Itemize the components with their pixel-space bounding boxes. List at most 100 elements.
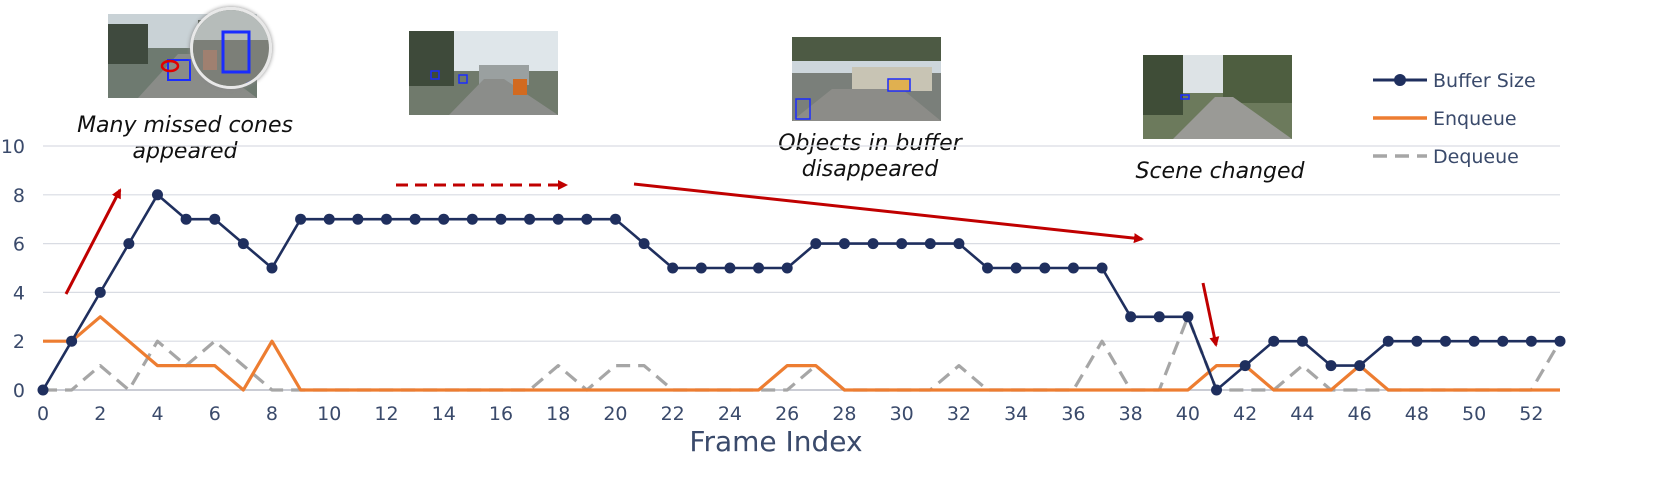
annotation-arrows <box>64 180 1220 347</box>
data-point <box>1239 360 1251 372</box>
y-tick-label: 8 <box>13 185 25 207</box>
x-tick-label: 14 <box>432 403 456 425</box>
data-point <box>1411 335 1423 347</box>
data-point <box>1296 335 1308 347</box>
data-point <box>209 213 221 225</box>
data-point <box>323 213 335 225</box>
x-tick-label: 38 <box>1119 403 1143 425</box>
legend-label: Buffer Size <box>1433 70 1536 92</box>
data-point <box>1354 360 1366 372</box>
data-point <box>1039 262 1051 274</box>
y-tick-label: 10 <box>1 136 25 158</box>
data-point <box>924 238 936 250</box>
data-point <box>1440 335 1452 347</box>
x-tick-label: 18 <box>546 403 570 425</box>
data-point <box>581 213 593 225</box>
x-tick-label: 30 <box>890 403 914 425</box>
x-tick-label: 52 <box>1519 403 1543 425</box>
data-point <box>94 286 106 298</box>
x-axis-title: Frame Index <box>689 425 862 458</box>
data-point <box>1010 262 1022 274</box>
data-point <box>180 213 192 225</box>
annotation-scene-changed: Scene changed <box>1110 159 1330 185</box>
data-point <box>953 238 965 250</box>
x-tick-label: 20 <box>603 403 627 425</box>
data-point <box>524 213 536 225</box>
x-tick-label: 40 <box>1176 403 1200 425</box>
series-line <box>41 193 1560 392</box>
annotation-line: Scene changed <box>1135 159 1305 184</box>
arrow-decline <box>633 182 1144 244</box>
y-tick-label: 4 <box>13 282 25 304</box>
y-tick-label: 6 <box>13 234 25 256</box>
data-point <box>638 238 650 250</box>
data-point <box>982 262 994 274</box>
annotation-line: disappeared <box>801 157 939 182</box>
x-tick-label: 6 <box>209 403 221 425</box>
data-point <box>1497 335 1509 347</box>
data-point <box>1211 384 1223 396</box>
data-point <box>838 238 850 250</box>
data-point <box>695 262 707 274</box>
data-point <box>667 262 679 274</box>
data-point <box>753 262 765 274</box>
data-point <box>266 262 278 274</box>
data-point <box>552 213 564 225</box>
series-enqueue <box>43 315 1560 392</box>
data-point <box>1182 311 1194 323</box>
legend-item-enqueue: Enqueue <box>1373 108 1517 130</box>
series-buffer-size <box>37 189 1566 396</box>
data-point <box>810 238 822 250</box>
y-axis-ticks: 0 2 4 6 8 10 <box>1 136 25 402</box>
data-point <box>466 213 478 225</box>
series <box>37 189 1566 396</box>
data-point <box>1382 335 1394 347</box>
data-point <box>609 213 621 225</box>
data-point <box>66 335 78 347</box>
x-tick-label: 46 <box>1348 403 1372 425</box>
data-point <box>1153 311 1165 323</box>
data-point <box>1125 311 1137 323</box>
data-point <box>1096 262 1108 274</box>
y-tick-label: 0 <box>13 380 25 402</box>
series-line <box>43 315 1560 392</box>
data-point <box>123 238 135 250</box>
annotation-objects-disappeared: Objects in buffer disappeared <box>760 131 980 183</box>
x-tick-label: 0 <box>37 403 49 425</box>
legend-marker <box>1394 74 1406 86</box>
x-tick-label: 8 <box>266 403 278 425</box>
data-point <box>1268 335 1280 347</box>
data-point <box>237 238 249 250</box>
data-point <box>1525 335 1537 347</box>
x-tick-label: 4 <box>151 403 163 425</box>
data-point <box>867 238 879 250</box>
x-tick-label: 32 <box>947 403 971 425</box>
data-point <box>781 262 793 274</box>
legend-label: Enqueue <box>1433 108 1517 130</box>
series-dequeue <box>43 315 1562 392</box>
x-tick-label: 2 <box>94 403 106 425</box>
data-point <box>1325 360 1337 372</box>
data-point <box>409 213 421 225</box>
data-point <box>352 213 364 225</box>
data-point <box>1468 335 1480 347</box>
annotation-missed-cones: Many missed cones appeared <box>60 113 310 165</box>
data-point <box>1067 262 1079 274</box>
data-point <box>438 213 450 225</box>
data-point <box>151 189 163 201</box>
x-tick-label: 50 <box>1462 403 1486 425</box>
x-tick-label: 28 <box>832 403 856 425</box>
x-tick-label: 12 <box>374 403 398 425</box>
scene-thumbnail-4 <box>1143 55 1292 139</box>
zoom-inset <box>190 7 272 89</box>
x-tick-label: 44 <box>1290 403 1314 425</box>
scene-thumbnail-3 <box>792 37 941 121</box>
x-axis-ticks: 0 2 4 6 8 10 12 14 16 18 20 22 24 26 28 30 32 34 36 38 40 42 4… <box>37 403 1544 425</box>
legend-item-dequeue: Dequeue <box>1373 146 1519 168</box>
data-point <box>495 213 507 225</box>
scene-thumbnail-2 <box>409 31 558 115</box>
legend: Buffer Size Enqueue Dequeue <box>1373 70 1536 168</box>
annotation-line: appeared <box>132 139 238 164</box>
x-tick-label: 36 <box>1061 403 1085 425</box>
